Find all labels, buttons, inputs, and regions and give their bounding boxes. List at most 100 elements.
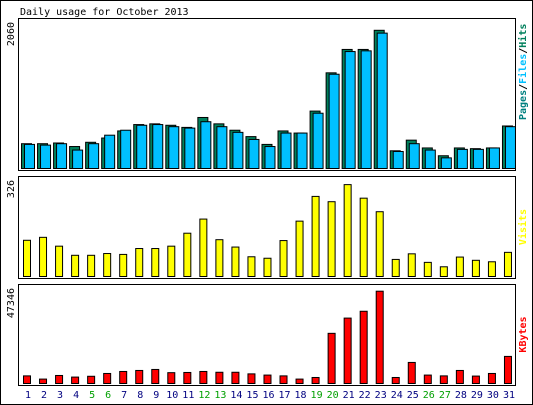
visits-bar	[23, 239, 31, 278]
x-tick-label: 20	[327, 390, 339, 401]
kbytes-bar	[167, 372, 176, 385]
visits-bar	[439, 266, 448, 277]
kbytes-bar	[423, 374, 432, 385]
x-tick-label: 30	[487, 390, 499, 401]
kbytes-bar	[183, 371, 192, 385]
kbytes-bar	[503, 355, 512, 384]
x-tick-label: 1	[25, 390, 31, 401]
x-tick-label: 10	[166, 390, 178, 401]
files-bar	[424, 149, 436, 169]
kbytes-bar	[247, 373, 256, 384]
visits-bar	[231, 246, 240, 278]
kbytes-bar	[103, 372, 112, 384]
right-label-part: Pages	[518, 90, 529, 120]
files-bar	[104, 134, 116, 169]
kbytes-bar	[359, 310, 368, 384]
x-tick-label: 6	[105, 390, 111, 401]
files-bar	[232, 131, 244, 169]
kbytes-bar	[71, 376, 80, 385]
kbytes-bar	[487, 372, 496, 384]
x-tick-label: 5	[89, 390, 95, 401]
visits-bar	[279, 240, 288, 278]
right-label-part: /	[518, 84, 529, 90]
visits-bar	[455, 256, 464, 278]
y-max-label-2: 326	[6, 180, 17, 198]
visits-bar	[423, 261, 432, 277]
chart-title: Daily usage for October 2013	[20, 7, 189, 18]
x-tick-label: 17	[278, 390, 290, 401]
files-bar	[264, 146, 276, 170]
visits-bar	[87, 254, 96, 277]
files-bar	[184, 127, 196, 170]
files-bar	[312, 112, 324, 169]
files-bar	[88, 143, 100, 169]
files-bar	[328, 73, 340, 169]
kbytes-bar	[39, 378, 48, 385]
visits-bar	[167, 245, 176, 278]
files-bar	[120, 129, 132, 169]
visits-bar	[343, 184, 352, 277]
x-tick-label: 23	[375, 390, 387, 401]
visits-label: Visits	[517, 209, 529, 245]
kbytes-bar	[455, 369, 464, 384]
x-tick-label: 27	[439, 390, 451, 401]
x-tick-label: 25	[407, 390, 419, 401]
visits-bar	[199, 218, 208, 278]
visits-bar	[391, 258, 400, 278]
kbytes-bar	[135, 369, 144, 384]
visits-bar	[215, 239, 224, 277]
x-tick-label: 8	[137, 390, 143, 401]
files-bar	[408, 143, 420, 169]
x-tick-label: 26	[423, 390, 435, 401]
pages-files-hits-label: Pages/Files/Hits	[517, 24, 529, 120]
panel-frame-1	[18, 18, 516, 171]
visits-bar	[119, 253, 128, 277]
kbytes-label: KBytes	[518, 316, 529, 352]
kbytes-bar	[87, 375, 96, 384]
x-tick-label: 15	[246, 390, 258, 401]
files-bar	[392, 150, 404, 170]
kbytes-bar	[295, 378, 304, 385]
x-tick-label: 22	[359, 390, 371, 401]
kbytes-bar	[151, 368, 160, 385]
visits-bar	[55, 245, 64, 278]
kbytes-bar	[327, 332, 336, 385]
x-tick-label: 7	[121, 390, 127, 401]
visits-bar	[183, 232, 192, 277]
x-tick-label: 9	[153, 390, 159, 401]
visits-bar	[39, 236, 48, 277]
kbytes-bar	[279, 375, 288, 384]
visits-bar	[247, 256, 256, 277]
x-tick-label: 12	[198, 390, 210, 401]
kbytes-bar	[231, 371, 240, 385]
visits-bar	[295, 220, 304, 277]
files-bar	[456, 148, 468, 169]
x-tick-label: 16	[262, 390, 274, 401]
x-tick-label: 29	[471, 390, 483, 401]
x-tick-label: 31	[503, 390, 515, 401]
kbytes-bar	[23, 375, 31, 384]
visits-bar	[311, 195, 320, 277]
files-bar	[376, 32, 388, 169]
files-bar	[472, 148, 484, 169]
files-bar	[24, 143, 35, 169]
kbytes-bar	[471, 375, 480, 384]
files-bar	[40, 144, 52, 169]
right-label-part: Files	[517, 54, 529, 84]
x-tick-label: 3	[57, 390, 63, 401]
kbytes-bar	[439, 375, 448, 384]
files-bar	[168, 126, 180, 169]
x-tick-label: 21	[343, 390, 355, 401]
visits-bar	[151, 248, 160, 277]
files-bar	[200, 121, 212, 169]
files-bar	[136, 124, 148, 169]
files-bar	[72, 149, 84, 169]
right-label-part: Hits	[517, 24, 529, 48]
x-tick-label: 24	[391, 390, 403, 401]
x-tick-label: 14	[230, 390, 242, 401]
visits-bar	[359, 197, 368, 278]
files-bar	[56, 143, 68, 169]
visits-bar	[503, 251, 512, 278]
files-bar	[344, 51, 356, 170]
visits-bar	[375, 211, 384, 277]
